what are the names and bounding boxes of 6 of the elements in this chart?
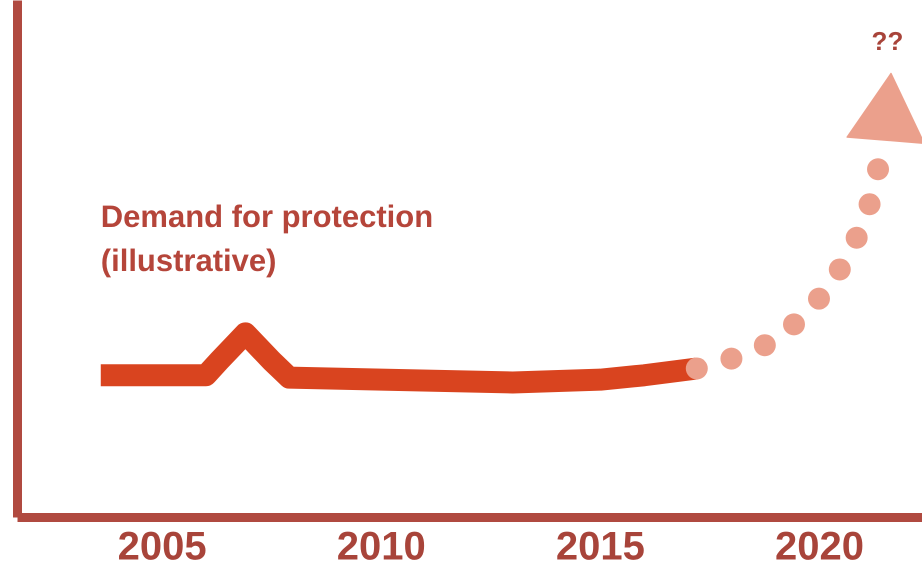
x-tick-label: 2010 <box>336 524 426 568</box>
text: ?? <box>872 26 904 56</box>
x-tick-label: 2005 <box>118 524 207 568</box>
x-tick-label: 2020 <box>775 524 864 568</box>
text: Demand for protection (illustrative) <box>100 198 434 278</box>
x-tick-label: 2015 <box>556 524 645 568</box>
